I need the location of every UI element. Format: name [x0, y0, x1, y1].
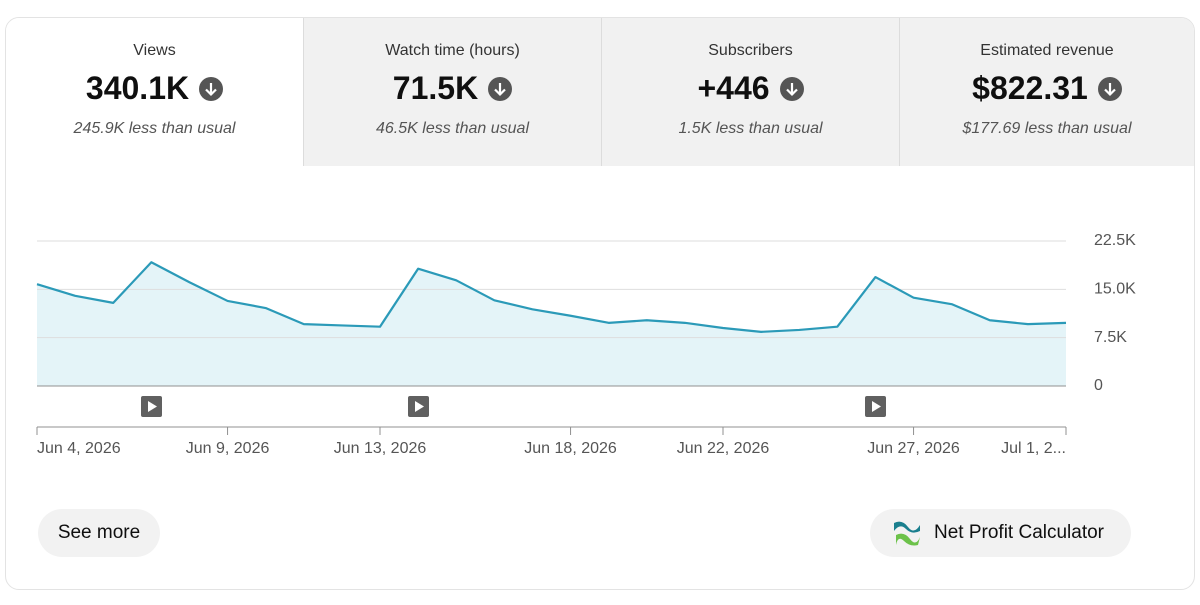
icon-arrow — [1104, 82, 1116, 96]
x-tick-label: Jun 9, 2026 — [186, 440, 270, 457]
metric-label: Views — [133, 42, 176, 59]
metric-value-row: $822.31 — [900, 70, 1194, 107]
icon-arrow — [785, 82, 798, 96]
metric-tab[interactable]: Subscribers +446 1.5K less than usual — [601, 18, 899, 166]
y-tick-label: 0 — [1094, 377, 1103, 394]
metric-tab[interactable]: Estimated revenue $822.31 $177.69 less tha… — [899, 18, 1194, 166]
down-arrow-icon — [199, 76, 224, 101]
metric-value: $822.31 — [972, 70, 1088, 106]
data-line — [36, 261, 1067, 333]
nexlev-logo — [894, 521, 920, 546]
metric-tab[interactable]: Watch time (hours) 71.5K 46.5K less than u… — [303, 18, 601, 166]
metric-note: 46.5K less than usual — [376, 120, 529, 137]
x-tick-label: Jun 18, 2026 — [524, 440, 617, 457]
metric-note: 1.5K less than usual — [678, 120, 823, 137]
video-markers — [141, 396, 886, 417]
down-arrow-icon — [1097, 76, 1122, 101]
button-label: See more — [57, 522, 141, 543]
metric-value: +446 — [697, 70, 770, 106]
metric-value: 71.5K — [392, 70, 479, 106]
metric-label: Subscribers — [708, 42, 793, 59]
metric-label: Watch time (hours) — [385, 42, 520, 59]
button-label: Net Profit Calculator — [934, 522, 1105, 543]
down-arrow-icon — [779, 76, 804, 101]
metric-value-row: 71.5K — [304, 70, 601, 107]
area-fill — [37, 262, 1066, 386]
x-tick-label: Jun 22, 2026 — [677, 440, 770, 457]
x-tick-label: Jun 27, 2026 — [867, 440, 960, 457]
metric-label: Estimated revenue — [980, 42, 1114, 59]
x-tick-label: Jun 4, 2026 — [37, 440, 121, 457]
net-profit-button[interactable]: Net Profit Calculator — [870, 509, 1131, 557]
see-more-button[interactable]: See more — [38, 509, 160, 557]
x-tick-label: Jun 13, 2026 — [334, 440, 427, 457]
metric-value: 340.1K — [85, 70, 190, 106]
metric-value-row: 340.1K — [6, 70, 303, 107]
analytics-card: Views 340.1K 245.9K less than usual Watch t… — [5, 17, 1195, 590]
down-arrow-icon — [488, 76, 513, 101]
metric-note: $177.69 less than usual — [962, 120, 1132, 137]
metric-tab[interactable]: Views 340.1K 245.9K less than usual — [6, 18, 303, 166]
metric-note: 245.9K less than usual — [73, 120, 236, 137]
y-tick-label: 22.5K — [1094, 232, 1136, 249]
icon-arrow — [205, 82, 217, 96]
x-tick-label: Jul 1, 2... — [1001, 440, 1066, 457]
y-tick-label: 15.0K — [1094, 281, 1136, 298]
metric-value-row: +446 — [602, 70, 899, 107]
icon-arrow — [494, 82, 506, 96]
y-tick-label: 7.5K — [1094, 329, 1127, 346]
